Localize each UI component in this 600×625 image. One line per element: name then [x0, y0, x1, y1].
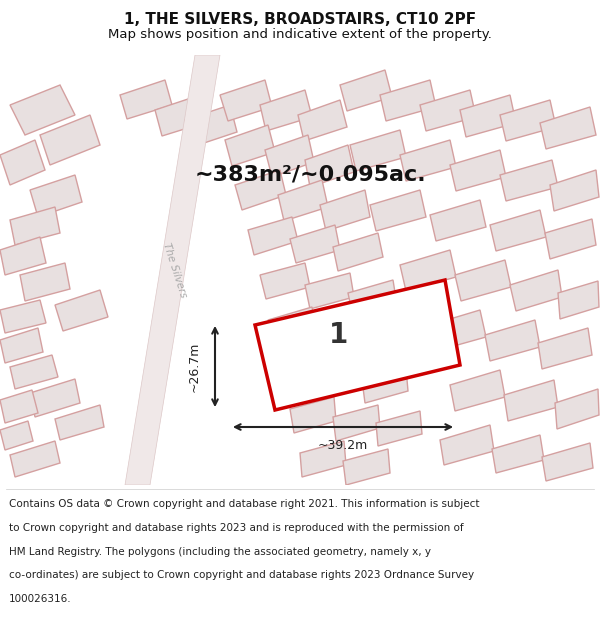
Polygon shape	[490, 210, 546, 251]
Polygon shape	[350, 130, 406, 171]
Polygon shape	[225, 125, 275, 166]
Polygon shape	[185, 105, 237, 147]
Text: co-ordinates) are subject to Crown copyright and database rights 2023 Ordnance S: co-ordinates) are subject to Crown copyr…	[9, 571, 474, 581]
Text: Map shows position and indicative extent of the property.: Map shows position and indicative extent…	[108, 28, 492, 41]
Polygon shape	[370, 190, 426, 231]
Polygon shape	[540, 107, 596, 149]
Polygon shape	[0, 328, 43, 363]
Polygon shape	[450, 150, 506, 191]
Text: ~383m²/~0.095ac.: ~383m²/~0.095ac.	[194, 165, 426, 185]
Polygon shape	[155, 95, 207, 136]
Polygon shape	[55, 290, 108, 331]
Polygon shape	[55, 405, 104, 440]
Polygon shape	[255, 280, 460, 410]
Polygon shape	[504, 380, 558, 421]
Text: ~39.2m: ~39.2m	[318, 439, 368, 452]
Polygon shape	[0, 421, 33, 450]
Polygon shape	[268, 307, 316, 343]
Polygon shape	[500, 100, 556, 141]
Polygon shape	[380, 80, 436, 121]
Polygon shape	[0, 390, 38, 423]
Polygon shape	[455, 260, 511, 301]
Polygon shape	[125, 55, 220, 485]
Polygon shape	[260, 90, 312, 131]
Polygon shape	[0, 237, 46, 275]
Polygon shape	[30, 175, 82, 217]
Polygon shape	[450, 370, 505, 411]
Polygon shape	[248, 217, 298, 255]
Polygon shape	[376, 411, 422, 446]
Polygon shape	[510, 270, 562, 311]
Polygon shape	[440, 425, 494, 465]
Polygon shape	[260, 263, 310, 299]
Polygon shape	[278, 353, 325, 389]
Polygon shape	[30, 379, 80, 417]
Polygon shape	[485, 320, 540, 361]
Polygon shape	[300, 441, 346, 477]
Polygon shape	[500, 160, 558, 201]
Polygon shape	[550, 170, 599, 211]
Text: 100026316.: 100026316.	[9, 594, 71, 604]
Polygon shape	[352, 323, 401, 360]
Text: The Silvers: The Silvers	[161, 241, 188, 299]
Polygon shape	[400, 140, 456, 181]
Polygon shape	[460, 95, 516, 137]
Polygon shape	[220, 80, 272, 121]
Polygon shape	[538, 328, 592, 369]
Polygon shape	[10, 355, 58, 389]
Text: ~26.7m: ~26.7m	[188, 341, 201, 392]
Polygon shape	[298, 100, 347, 141]
Polygon shape	[305, 273, 354, 309]
Text: HM Land Registry. The polygons (including the associated geometry, namely x, y: HM Land Registry. The polygons (includin…	[9, 547, 431, 557]
Polygon shape	[362, 368, 408, 403]
Polygon shape	[235, 170, 286, 210]
Polygon shape	[265, 135, 314, 177]
Polygon shape	[492, 435, 544, 473]
Polygon shape	[120, 80, 172, 119]
Polygon shape	[310, 315, 358, 351]
Text: Contains OS data © Crown copyright and database right 2021. This information is : Contains OS data © Crown copyright and d…	[9, 499, 479, 509]
Polygon shape	[10, 207, 60, 245]
Polygon shape	[555, 389, 599, 429]
Polygon shape	[343, 449, 390, 485]
Text: 1: 1	[329, 321, 349, 349]
Polygon shape	[290, 397, 336, 433]
Polygon shape	[278, 180, 328, 221]
Text: to Crown copyright and database rights 2023 and is reproduced with the permissio: to Crown copyright and database rights 2…	[9, 522, 464, 532]
Polygon shape	[320, 361, 367, 397]
Polygon shape	[545, 219, 596, 259]
Polygon shape	[20, 263, 70, 301]
Polygon shape	[290, 225, 340, 263]
Polygon shape	[558, 281, 599, 319]
Text: 1, THE SILVERS, BROADSTAIRS, CT10 2PF: 1, THE SILVERS, BROADSTAIRS, CT10 2PF	[124, 12, 476, 27]
Polygon shape	[400, 250, 456, 291]
Polygon shape	[420, 90, 476, 131]
Polygon shape	[430, 310, 486, 351]
Polygon shape	[542, 443, 593, 481]
Polygon shape	[0, 300, 46, 333]
Polygon shape	[0, 140, 45, 185]
Polygon shape	[430, 200, 486, 241]
Polygon shape	[348, 280, 397, 317]
Polygon shape	[333, 405, 380, 441]
Polygon shape	[305, 145, 354, 187]
Polygon shape	[340, 70, 392, 111]
Polygon shape	[320, 190, 370, 231]
Polygon shape	[333, 233, 383, 271]
Polygon shape	[10, 441, 60, 477]
Polygon shape	[40, 115, 100, 165]
Polygon shape	[10, 85, 75, 135]
